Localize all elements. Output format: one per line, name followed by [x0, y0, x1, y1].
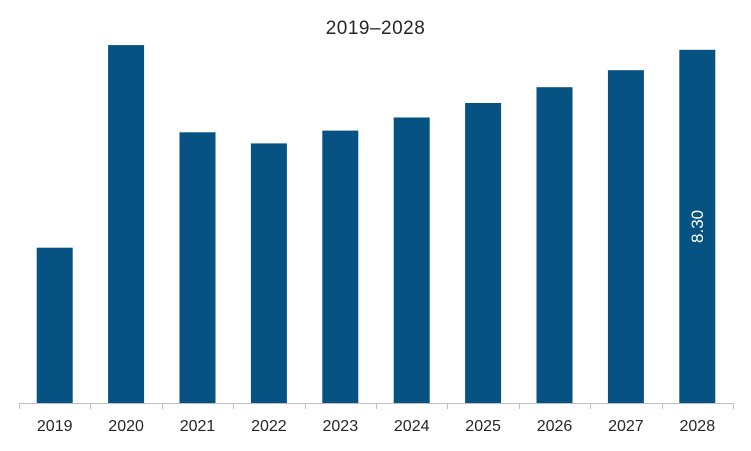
x-tick-label: 2021 [180, 418, 216, 435]
x-axis-ticks [19, 403, 734, 409]
bar-2023 [322, 130, 359, 403]
x-tick-label: 2025 [465, 418, 501, 435]
x-tick-label: 2027 [608, 418, 644, 435]
data-label-2028: 8.30 [688, 210, 707, 243]
bars-group [36, 45, 716, 404]
bar-2025 [465, 103, 502, 403]
x-tick-label: 2026 [537, 418, 573, 435]
bar-2026 [536, 87, 573, 403]
x-tick-label: 2022 [251, 418, 287, 435]
x-axis-labels: 2019 2020 2021 2022 2023 2024 2025 2026 2027 2028 [37, 418, 715, 435]
bar-2024 [393, 117, 430, 403]
bar-2027 [607, 70, 644, 403]
bar-2021 [179, 132, 216, 404]
bar-2020 [108, 45, 145, 403]
x-tick-label: 2020 [108, 418, 144, 435]
chart-title: 2019–2028 [325, 18, 426, 39]
x-tick-label: 2023 [323, 418, 359, 435]
x-tick-label: 2019 [37, 418, 73, 435]
bar-2019 [36, 247, 73, 403]
bar-2022 [250, 143, 287, 403]
x-tick-label: 2024 [394, 418, 430, 435]
bar-2028 [679, 49, 716, 404]
data-labels: 8.30 [688, 210, 707, 243]
x-tick-label: 2028 [680, 418, 716, 435]
